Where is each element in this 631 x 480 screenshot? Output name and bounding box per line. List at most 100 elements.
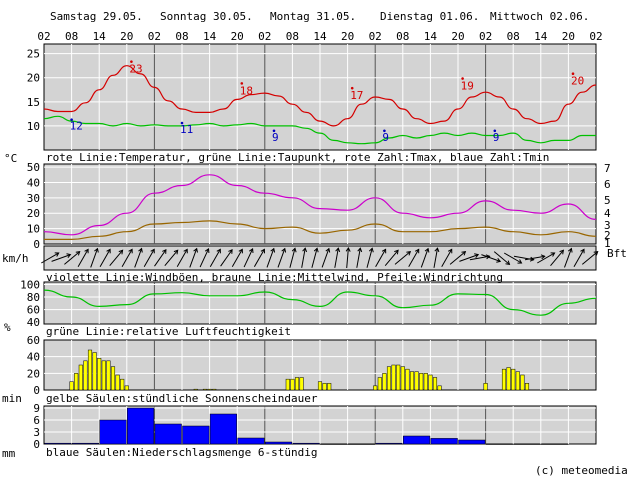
wind-arrow-head [567, 247, 573, 253]
wind-arrow [41, 252, 59, 264]
precipitation-bar [485, 443, 513, 445]
sunshine-bar [373, 385, 378, 391]
precipitation-bar [375, 442, 403, 445]
precipitation-bar [430, 438, 458, 445]
wind-arrow [77, 249, 89, 267]
wind-arrow-head [216, 248, 221, 254]
sunshine-bars [69, 349, 530, 391]
beaufort-tick-label: 2 [604, 229, 611, 242]
humidity-unit: % [4, 321, 11, 334]
tmin-marker [180, 121, 184, 125]
sunshine-bar [120, 378, 125, 391]
wind-arrow-head [381, 248, 387, 254]
precipitation-bar [458, 439, 486, 445]
sunshine-bar [317, 381, 323, 391]
wind-arrow [243, 248, 254, 268]
sunshine-bar [202, 388, 208, 391]
wind-caption: violette Linie:Windböen, braune Linie:Mi… [46, 271, 503, 284]
wind-arrow [334, 248, 339, 268]
wind-arrow-head [414, 248, 420, 254]
wind-arrow-head [335, 247, 341, 253]
y-tick-label: 10 [27, 223, 40, 236]
y-tick-label: 6 [33, 414, 40, 427]
tmax-marker [350, 86, 354, 90]
wind-arrow [550, 249, 564, 267]
wind-arrow-head [138, 247, 143, 253]
sunshine-caption: gelbe Säulen:stündliche Sonnenscheindaue… [46, 392, 318, 405]
day-label: Mittwoch 02.06. [490, 10, 589, 23]
wind-arrow-head [150, 248, 155, 254]
precipitation-bar [127, 407, 155, 445]
sunshine-bar [69, 381, 74, 391]
dewpoint-line [43, 115, 596, 145]
wind-arrow-head [249, 248, 254, 253]
wind-arrow-head [228, 249, 233, 254]
y-tick-label: 0 [33, 384, 40, 397]
precipitation-bar [44, 442, 72, 445]
wind-arrow-head [94, 247, 99, 253]
sunshine-bar [207, 388, 212, 391]
sunshine-bar [299, 377, 304, 391]
sunshine-bar [391, 364, 396, 391]
precipitation-bar [320, 443, 348, 445]
wind-arrow [176, 249, 188, 267]
wind-arrow [356, 248, 361, 268]
temperature-annotations: 23 18 17 19 20 12 11 9 9 9 [70, 60, 584, 144]
precipitation-bars [44, 407, 569, 445]
hour-label: 08 [396, 30, 409, 43]
sunshine-bar [110, 366, 116, 391]
wind-arrow-head [281, 247, 287, 253]
y-tick-label: 100 [20, 279, 40, 292]
wind-arrow [220, 249, 233, 267]
precipitation-caption: blaue Säulen:Niederschlagsmenge 6-stündi… [46, 446, 318, 459]
wind-arrow [420, 248, 429, 268]
series-lines [43, 65, 597, 316]
wind-arrow [64, 251, 81, 265]
wind-arrow [143, 249, 155, 267]
sunshine-bar [106, 360, 111, 391]
wind-arrow-head [461, 250, 467, 256]
sunshine-unit: min [2, 392, 22, 405]
hour-label: 20 [341, 30, 354, 43]
tmax-label: 20 [571, 75, 584, 88]
tmin-marker [383, 129, 386, 133]
sunshine-bar [432, 377, 438, 391]
sunshine-bar [101, 360, 106, 391]
sunshine-bar [285, 378, 290, 391]
humidity-caption: grüne Linie:relative Luftfeuchtigkeit [46, 325, 291, 338]
wind-arrow-head [345, 247, 351, 252]
wind-direction-strip [43, 245, 597, 271]
mean-wind-line [44, 220, 597, 241]
beaufort-tick-label: 3 [604, 219, 611, 232]
beaufort-unit: Bft [607, 247, 627, 260]
wind-arrow [51, 254, 71, 262]
sunshine-bar [437, 385, 442, 391]
sunshine-bar [97, 358, 102, 391]
wind-arrow-head [447, 248, 453, 254]
hour-label: 20 [120, 30, 133, 43]
wind-unit: km/h [2, 252, 29, 265]
sunshine-bar [212, 388, 217, 391]
sunshine-bar [115, 374, 120, 391]
y-tick-label: 60 [27, 334, 40, 347]
sunshine-bar [423, 373, 428, 391]
beaufort-tick-label: 5 [604, 194, 611, 207]
sunshine-bar [382, 373, 387, 391]
wind-arrow-head [540, 254, 546, 260]
tmax-marker [461, 77, 464, 80]
y-tick-label: 20 [27, 367, 40, 380]
wind-arrow [459, 254, 479, 262]
sunshine-bar [377, 377, 382, 391]
y-tick-label: 80 [27, 291, 40, 304]
precipitation-bar [265, 441, 293, 445]
y-tick-label: 10 [27, 120, 40, 133]
wind-arrow-head [517, 259, 523, 264]
wind-arrow [209, 249, 221, 267]
wind-arrow-head [66, 253, 72, 259]
sunshine-bar [87, 349, 93, 391]
hour-label: 02 [479, 30, 492, 43]
y-tick-labels: 2520151050403020100100806040604020096307… [20, 48, 611, 451]
sunshine-bar [290, 378, 295, 391]
wind-arrow [581, 251, 599, 265]
